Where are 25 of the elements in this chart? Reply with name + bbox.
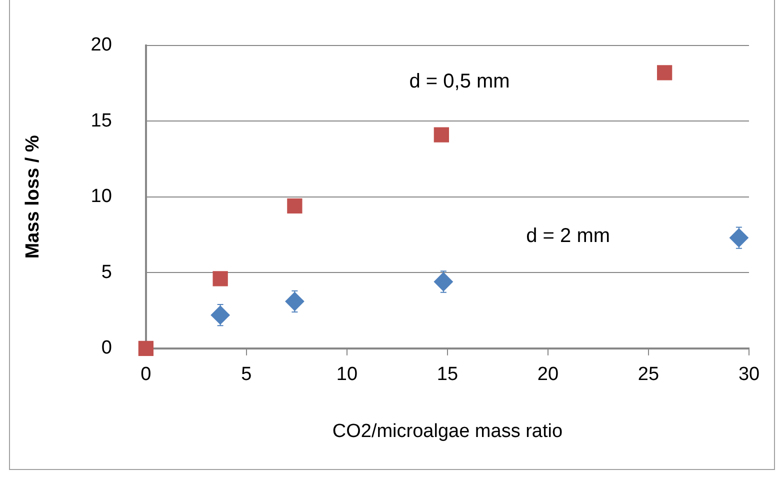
y-tick-label: 10 bbox=[90, 186, 112, 208]
point bbox=[210, 306, 230, 325]
point bbox=[729, 228, 748, 248]
y-tick-label: 20 bbox=[90, 34, 112, 56]
x-tick-label: 5 bbox=[241, 364, 252, 386]
x-tick-label: 0 bbox=[140, 364, 152, 386]
x-tick-label: 20 bbox=[537, 364, 559, 386]
y-tick-label: 5 bbox=[101, 262, 112, 283]
point bbox=[657, 65, 672, 80]
x-axis-title: CO2/microalgae mass ratio bbox=[332, 420, 563, 442]
y-axis-title: Mass loss / % bbox=[22, 135, 44, 259]
point bbox=[138, 340, 154, 356]
point bbox=[434, 272, 453, 292]
x-tick-label: 25 bbox=[638, 364, 660, 386]
x-tick-label: 10 bbox=[336, 364, 358, 386]
annotation: d = 0,5 mm bbox=[409, 70, 510, 92]
point bbox=[285, 292, 304, 311]
annotation: d = 2 mm bbox=[526, 224, 610, 247]
x-tick-label: 30 bbox=[738, 364, 760, 386]
y-tick-label: 15 bbox=[90, 110, 112, 132]
point bbox=[434, 127, 450, 142]
y-tick-label: 0 bbox=[101, 338, 112, 359]
point bbox=[212, 271, 228, 286]
point bbox=[287, 198, 302, 214]
x-tick-label: 15 bbox=[436, 364, 458, 386]
